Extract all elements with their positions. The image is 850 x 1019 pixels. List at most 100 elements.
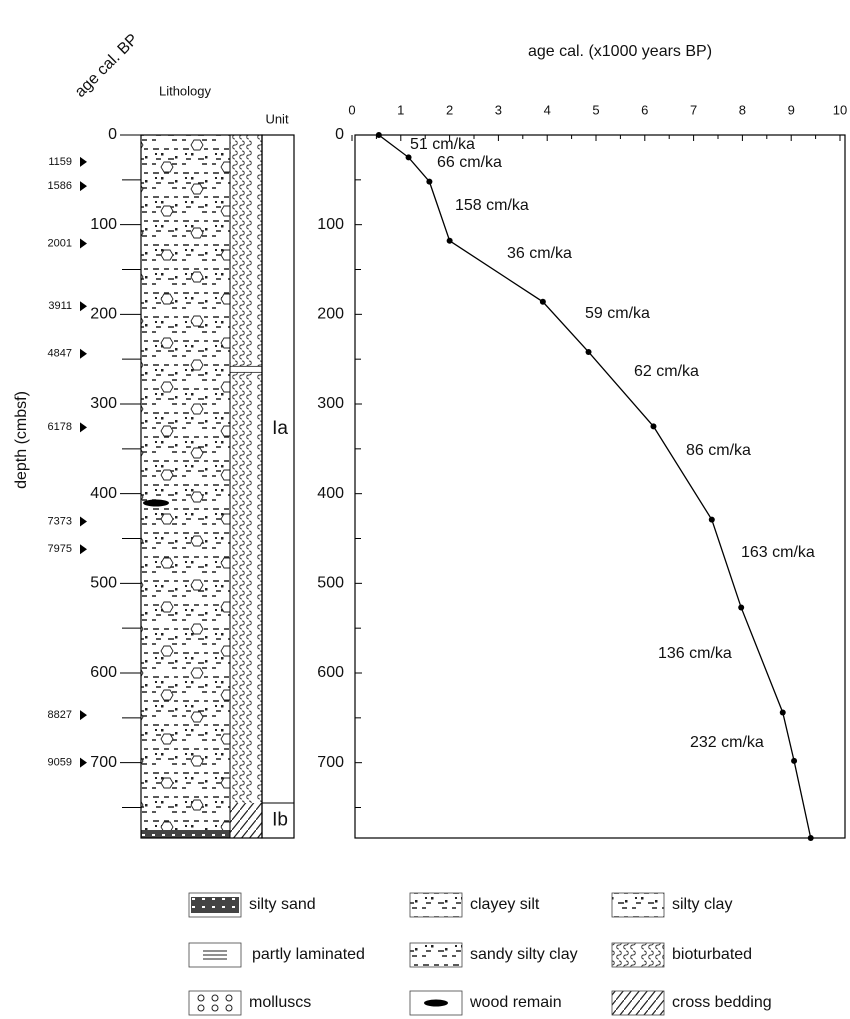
- cross-bedding: [230, 803, 262, 838]
- age-marker: [80, 710, 87, 721]
- unit-title: Unit: [265, 111, 289, 126]
- age-marker-label: 9059: [48, 757, 72, 769]
- legend-wood: [424, 999, 448, 1007]
- x-tick-label: 8: [739, 102, 746, 117]
- legend-item: bioturbated: [611, 942, 752, 968]
- data-point: [539, 298, 546, 305]
- chart-title: age cal. (x1000 years BP): [528, 43, 712, 60]
- legend-shell: [197, 994, 205, 1002]
- x-tick-label: 3: [495, 102, 502, 117]
- depth-tick-label: 500: [90, 575, 117, 592]
- y-tick-label: 600: [317, 664, 344, 681]
- x-tick-label: 5: [592, 102, 599, 117]
- age-marker: [80, 181, 87, 192]
- age-marker: [80, 516, 87, 527]
- x-tick-label: 6: [641, 102, 648, 117]
- silty-sand-band: [141, 830, 230, 838]
- legend-shell: [225, 1004, 233, 1012]
- data-point: [807, 835, 814, 841]
- plot-frame: [354, 134, 846, 839]
- data-point: [738, 604, 745, 611]
- data-point: [708, 516, 715, 523]
- rate-label: 36 cm/ka: [507, 245, 572, 262]
- legend-shell: [211, 1004, 219, 1012]
- y-tick-label: 200: [317, 306, 344, 323]
- data-point: [585, 348, 592, 355]
- rate-label: 86 cm/ka: [686, 442, 751, 459]
- data-point: [405, 154, 412, 161]
- rate-label: 51 cm/ka: [410, 136, 475, 153]
- data-point: [791, 757, 798, 764]
- data-point: [446, 237, 453, 244]
- depth-tick-label: 400: [90, 485, 117, 502]
- legend-item: molluscs: [188, 990, 311, 1016]
- legend-shell: [211, 994, 219, 1002]
- x-tick-label: 2: [446, 102, 453, 117]
- x-tick-label: 10: [833, 102, 847, 117]
- age-marker: [80, 348, 87, 359]
- age-marker: [80, 156, 87, 167]
- data-point: [426, 178, 433, 185]
- data-point: [650, 423, 657, 430]
- legend-swatch: [611, 990, 665, 1016]
- y-tick-label: 100: [317, 216, 344, 233]
- age-marker-label: 3911: [48, 300, 72, 312]
- legend-label: molluscs: [249, 994, 311, 1011]
- depth-tick-label: 100: [90, 216, 117, 233]
- depth-tick-label: 300: [90, 395, 117, 412]
- age-marker: [80, 757, 87, 768]
- legend-swatch: [188, 942, 242, 968]
- legend-pattern: [191, 897, 239, 913]
- age-marker-label: 7975: [48, 543, 72, 555]
- legend-swatch: [409, 892, 463, 918]
- legend-label: silty sand: [249, 896, 316, 913]
- x-tick-label: 4: [544, 102, 551, 117]
- legend-item: partly laminated: [188, 942, 365, 968]
- age-axis-label: age cal. BP: [72, 31, 142, 101]
- legend-swatch: [188, 990, 242, 1016]
- legend-item: wood remain: [409, 990, 562, 1016]
- age-marker-label: 2001: [48, 237, 72, 249]
- wood-remain: [143, 499, 169, 507]
- age-marker: [80, 422, 87, 433]
- legend-item: clayey silt: [409, 892, 540, 918]
- age-marker-label: 1159: [48, 156, 72, 168]
- root: age cal. (x1000 years BP)0 1 2 3 4 5 6 7 8 9 10010…: [13, 31, 847, 1016]
- x-tick-label: 1: [397, 102, 404, 117]
- unit-name: Ib: [272, 810, 288, 831]
- legend-label: bioturbated: [672, 946, 752, 963]
- age-marker-label: 1586: [48, 180, 72, 192]
- data-point: [375, 132, 382, 138]
- legend-label: partly laminated: [252, 946, 365, 963]
- legend-label: clayey silt: [470, 896, 540, 913]
- y-tick-label: 0: [335, 126, 344, 143]
- rate-label: 62 cm/ka: [634, 363, 699, 380]
- data-point: [779, 709, 786, 716]
- legend-item: silty clay: [611, 892, 732, 918]
- legend-label: wood remain: [469, 994, 562, 1011]
- depth-tick-label: 600: [90, 664, 117, 681]
- y-tick-label: 500: [317, 575, 344, 592]
- age-marker-label: 7373: [48, 515, 72, 527]
- rate-label: 66 cm/ka: [437, 154, 502, 171]
- legend-shell: [197, 1004, 205, 1012]
- y-tick-label: 700: [317, 754, 344, 771]
- age-marker: [80, 301, 87, 312]
- y-tick-label: 400: [317, 485, 344, 502]
- y-axis-label: depth (cmbsf): [13, 391, 30, 489]
- age-marker-label: 6178: [48, 421, 72, 433]
- x-tick-label: 9: [788, 102, 795, 117]
- legend-item: silty sand: [188, 892, 316, 918]
- mollusc-fill: [141, 135, 230, 830]
- y-tick-label: 300: [317, 395, 344, 412]
- unit-name: Ia: [272, 418, 288, 439]
- legend-swatch: [409, 942, 463, 968]
- unit-frame: [261, 134, 295, 839]
- age-marker-label: 8827: [48, 709, 72, 721]
- legend-swatch: [409, 990, 463, 1016]
- age-marker: [80, 544, 87, 555]
- depth-tick-label: 0: [108, 126, 117, 143]
- rate-label: 163 cm/ka: [741, 544, 815, 561]
- depth-tick-label: 700: [90, 754, 117, 771]
